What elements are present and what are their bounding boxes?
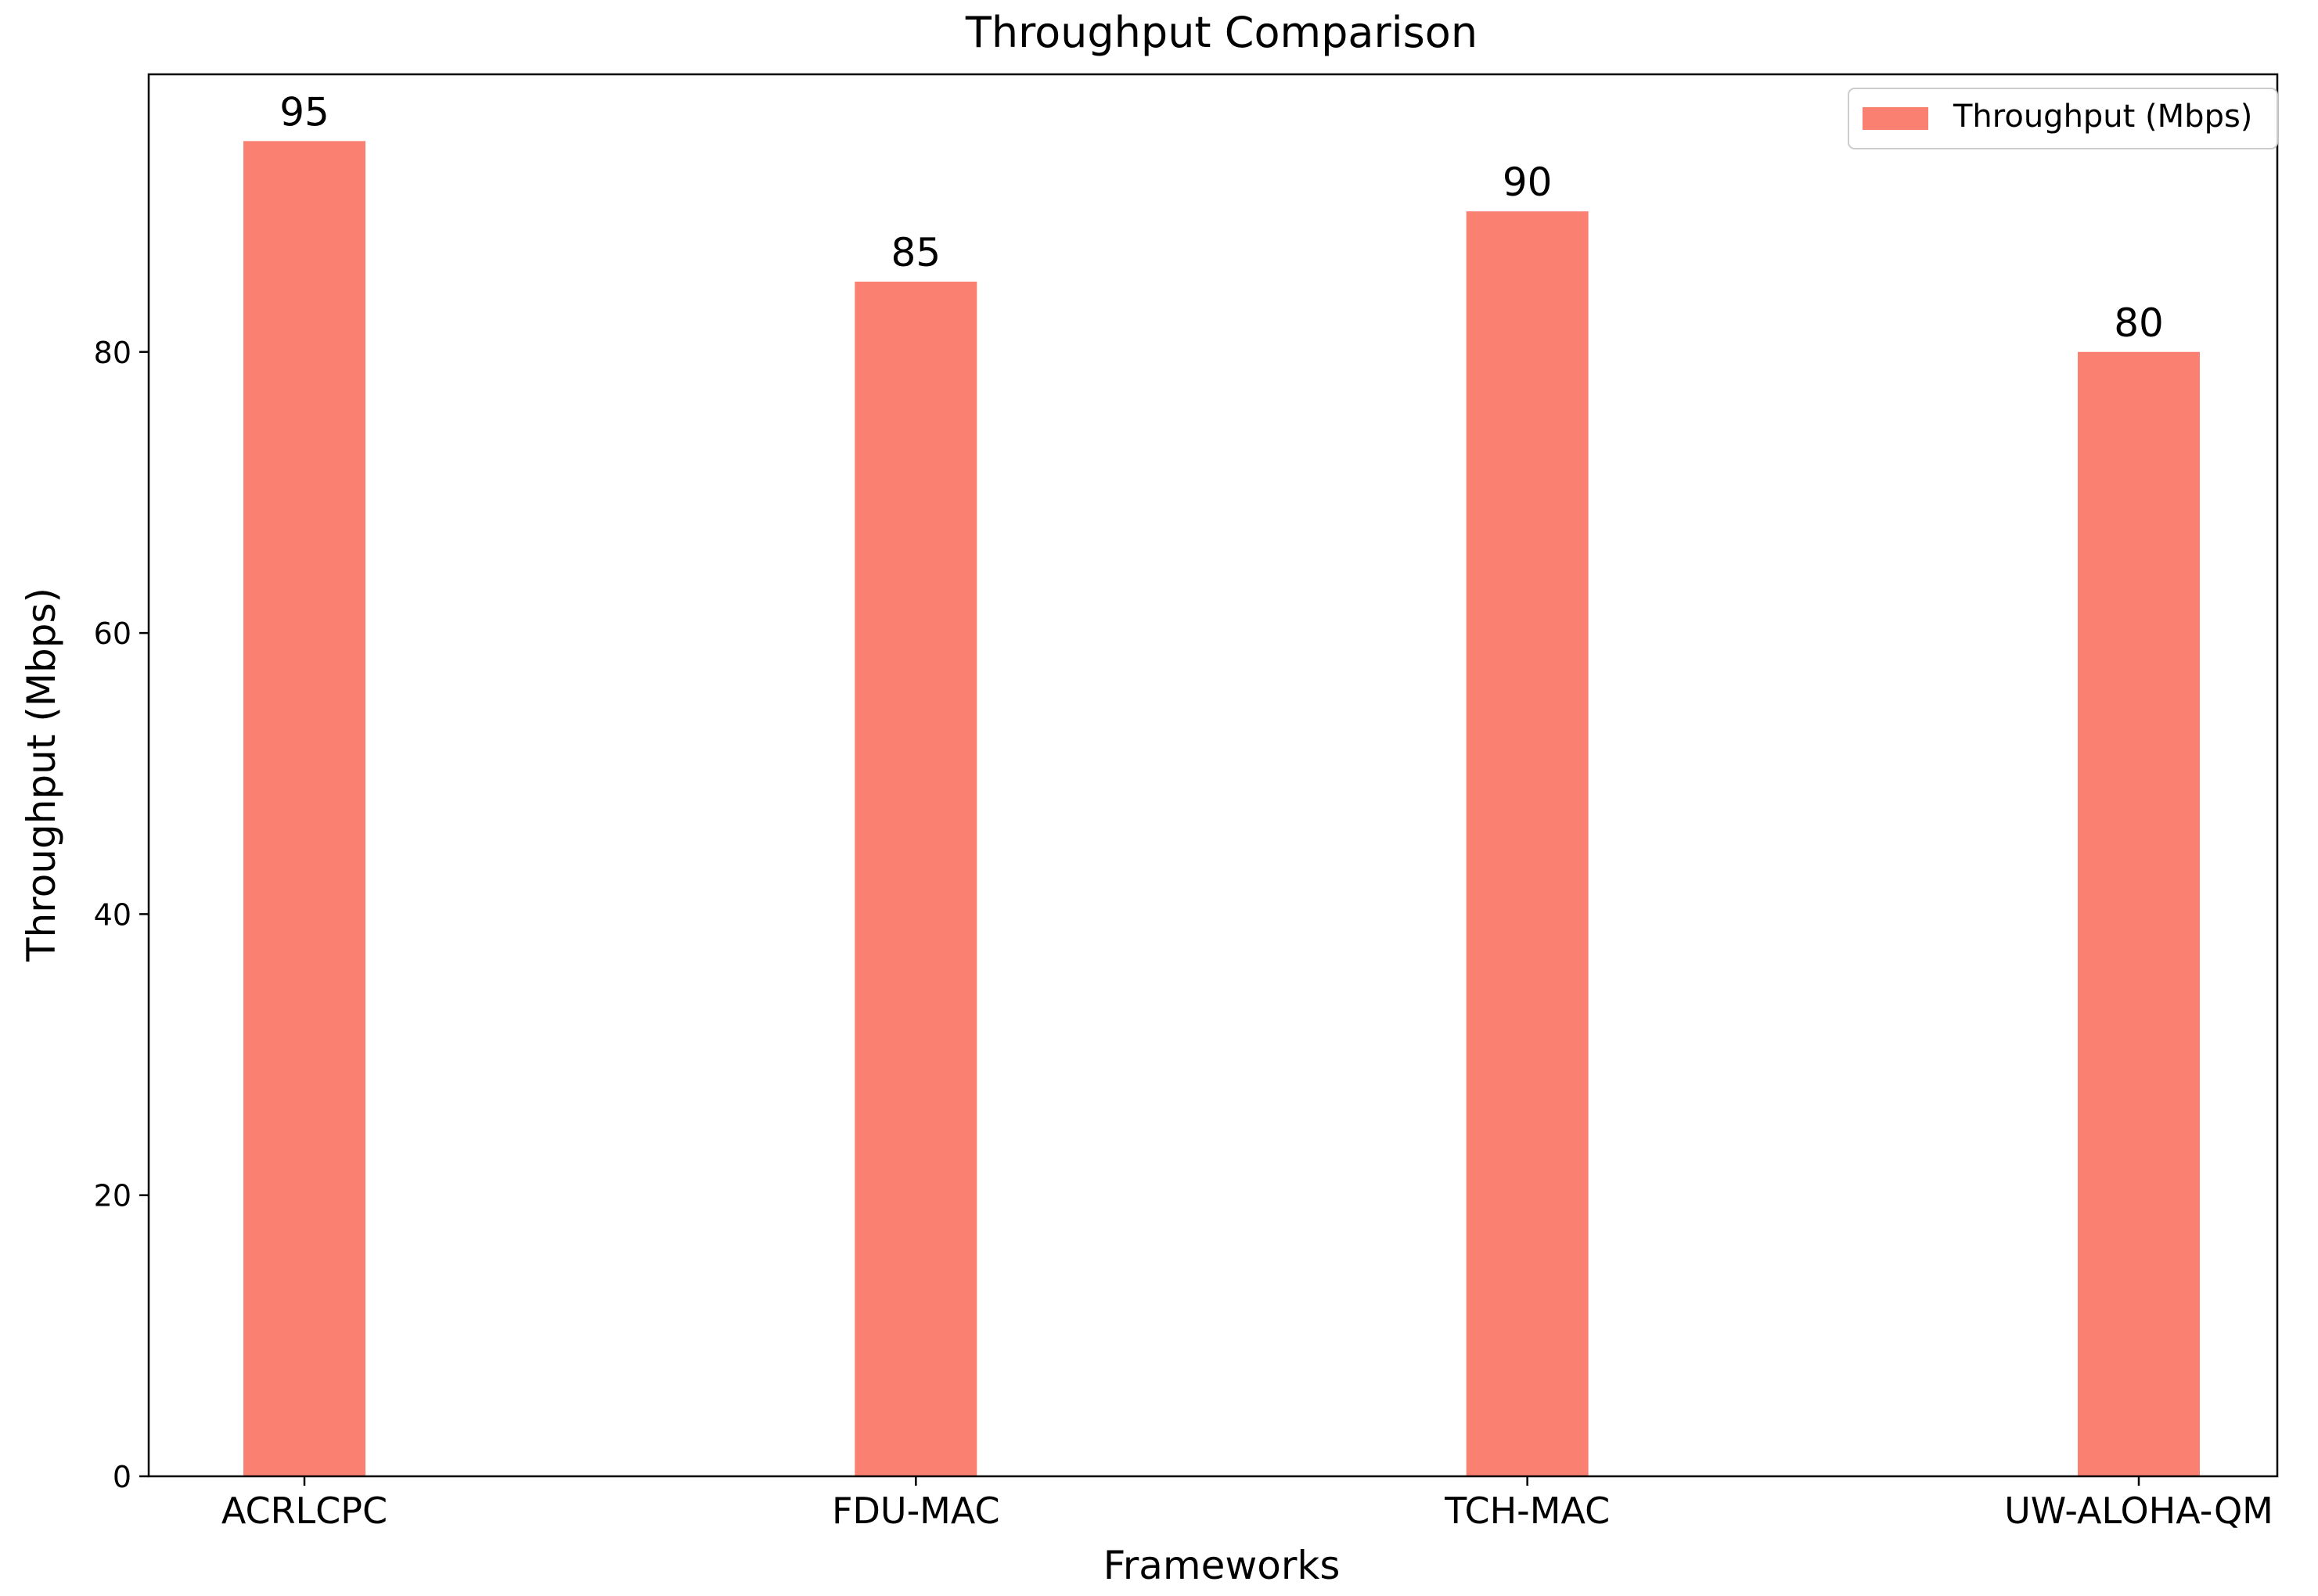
- legend-box: [1848, 88, 2278, 149]
- data-label: 95: [279, 89, 329, 135]
- bar: [855, 281, 977, 1477]
- x-tick-label: ACRLCPC: [221, 1490, 387, 1532]
- chart-marks: 0 20 40 60 80 95 ACRLCPC 85 FDU-MAC 90 TCH-MAC 80 UW…: [94, 89, 2273, 1532]
- legend-label: Throughput (Mbps): [1953, 99, 2252, 135]
- chart-title: Throughput Comparison: [965, 8, 1478, 57]
- y-tick-label: 20: [94, 1179, 131, 1213]
- y-tick-label: 0: [113, 1460, 131, 1494]
- bar: [2078, 351, 2200, 1476]
- y-tick-label: 60: [94, 616, 131, 651]
- x-axis-label: Frameworks: [1103, 1543, 1341, 1588]
- legend: Throughput (Mbps): [1848, 88, 2278, 149]
- plot-area-frame: [147, 73, 2279, 1478]
- x-tick-label: UW-ALOHA-QM: [2004, 1490, 2273, 1532]
- y-axis-label: Throughput (Mbps): [19, 588, 64, 962]
- data-label: 80: [2114, 300, 2164, 346]
- data-label: 85: [891, 230, 941, 275]
- y-tick-label: 40: [94, 897, 131, 932]
- bar: [243, 141, 365, 1476]
- x-tick-label: FDU-MAC: [832, 1490, 1000, 1532]
- x-tick-label: TCH-MAC: [1444, 1490, 1610, 1532]
- data-label: 90: [1503, 160, 1553, 205]
- y-tick-label: 80: [94, 336, 131, 370]
- legend-swatch: [1863, 107, 1928, 130]
- bar: [1466, 211, 1589, 1476]
